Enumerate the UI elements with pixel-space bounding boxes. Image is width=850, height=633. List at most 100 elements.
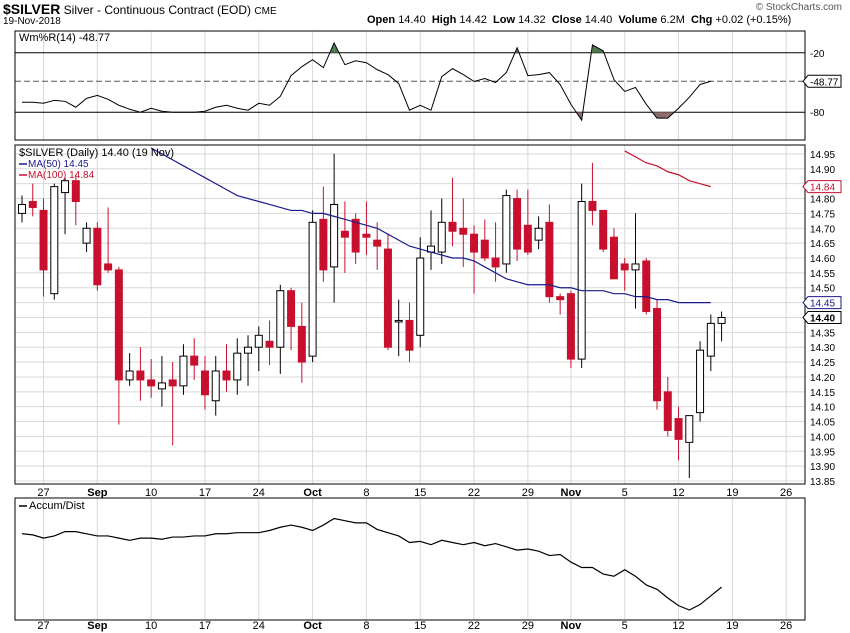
ma50-line [150,147,711,304]
candle-body [104,263,113,271]
candle-body [383,248,392,348]
candle-body [351,218,360,253]
candle-body [653,308,662,402]
x-tick-label: 22 [468,487,480,499]
williams-r-panel: Wm%R(14) -48.77 -20 -80 -48.77 [14,30,842,141]
x-tick-label: 29 [522,620,534,632]
y-tick-label: 14.15 [810,388,835,399]
candle-body [470,233,479,253]
price-legend-title: $SILVER (Daily) 14.40 (19 Nov) [19,147,174,159]
candle-body [147,379,156,387]
candle-body [287,290,296,327]
candle-body [566,293,575,360]
candle-body [416,257,425,336]
candle-body [459,227,468,235]
copyright: © StockCharts.com [755,2,842,13]
price-tag [802,296,842,310]
candle-body [168,379,177,387]
candle-body [157,382,166,390]
candle-body [319,218,328,271]
price-tag [802,74,842,88]
candle-body [265,340,274,348]
x-tick-label: Nov [561,620,583,632]
candle-body [556,296,565,301]
accum-dist-line [21,517,722,611]
candle-body [674,418,683,440]
price-tag-label: 14.45 [810,299,835,310]
candle-body [254,334,263,348]
legend-entry: MA(100) 14.84 [28,170,95,181]
price-panel: 13.85 13.90 13.95 14.00 14.05 14.10 14.15 14.20… [14,144,842,499]
x-tick-label: 26 [780,487,792,499]
chart-date: 19-Nov-2018 [3,16,61,27]
candle-body [179,355,188,387]
price-tag [802,310,842,324]
candle-body [114,269,123,381]
y-tick-label: 14.65 [810,239,835,250]
y-tick-label: 14.00 [810,432,835,443]
x-tick-label: 12 [672,620,684,632]
ohlc-readout: Open 14.40 High 14.42 Low 14.32 Close 14… [367,14,792,26]
wm-tick-label: -20 [810,49,825,60]
y-tick-label: 14.35 [810,328,835,339]
candle-body [373,239,382,247]
candle-body [599,209,608,250]
symbol: $SILVER [3,1,61,17]
candle-body [577,201,586,360]
x-tick-label: 17 [199,487,211,499]
accum-dist-panel: Accum/Dist 27 Sep 10 17 24 Oct 8 15 22 29 Nov 5 12 19 2… [14,497,806,632]
x-tick-label: 19 [726,620,738,632]
candle-body [18,203,26,214]
price-tag-label: 14.40 [810,313,835,324]
candle-body [136,370,145,381]
ma100-line [624,150,711,188]
candle-body [706,322,715,357]
x-tick-label: 29 [522,487,534,499]
x-tick-label: Oct [303,620,322,632]
x-tick-label: 27 [37,620,49,632]
y-tick-label: 14.20 [810,373,835,384]
x-tick-label: 5 [622,620,628,632]
legend-entry: MA(50) 14.45 [28,159,89,170]
candle-body [717,316,726,324]
y-tick-label: 13.90 [810,462,835,473]
y-tick-label: 14.55 [810,269,835,280]
x-tick-label: 27 [37,487,49,499]
x-tick-label: 15 [414,620,426,632]
candle-body [696,349,705,414]
panel-frame [14,30,806,141]
candle-body [276,290,285,348]
candle-body [71,180,80,202]
candle-body [233,352,242,381]
candle-body [394,319,403,323]
candle-body [502,195,511,265]
candle-body [534,227,543,241]
y-tick-label: 14.95 [810,150,835,161]
candle-body [491,257,500,268]
x-tick-label: 15 [414,487,426,499]
ad-legend: Accum/Dist [29,500,85,512]
x-tick-label: 8 [363,620,369,632]
x-tick-label: Sep [87,620,107,632]
wm-legend: Wm%R(14) -48.77 [19,32,110,44]
candle-body [222,370,231,381]
x-tick-label: 19 [726,487,738,499]
candle-body [663,391,672,431]
y-tick-label: 14.50 [810,284,835,295]
x-tick-label: 10 [145,620,157,632]
candle-body [297,325,306,363]
x-tick-label: 12 [672,487,684,499]
candle-body [125,370,134,381]
x-tick-label: 24 [253,487,265,499]
candle-body [211,370,220,402]
wm-tick-label: -80 [810,108,825,119]
description: Silver - Continuous Contract (EOD) [63,3,252,17]
candle-body [513,198,522,250]
chart-title: $SILVER Silver - Continuous Contract (EO… [3,1,277,17]
candle-body [190,355,199,366]
candle-body [631,263,640,271]
x-tick-label: 10 [145,487,157,499]
x-tick-label: Sep [87,487,107,499]
x-tick-label: 26 [780,620,792,632]
